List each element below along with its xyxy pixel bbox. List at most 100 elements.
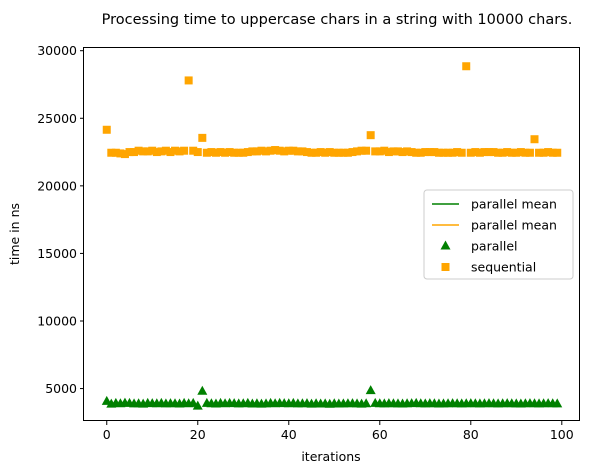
- sequential-point: [198, 133, 207, 142]
- sequential-point: [302, 148, 311, 157]
- sequential-point: [325, 148, 334, 157]
- y-tick-label: 5000: [45, 381, 77, 396]
- sequential-point: [475, 148, 484, 157]
- sequential-point: [507, 148, 516, 157]
- sequential-point: [139, 147, 148, 156]
- sequential-point: [171, 146, 180, 155]
- sequential-point: [480, 148, 489, 157]
- parallel-point: [197, 385, 208, 395]
- parallel-point: [552, 398, 563, 408]
- sequential-point: [289, 146, 298, 155]
- sequential-point: [180, 146, 189, 155]
- sequential-point: [239, 148, 248, 157]
- sequential-point: [120, 150, 129, 159]
- sequential-point: [498, 148, 507, 157]
- legend-triangle-swatch: [440, 240, 451, 250]
- sequential-point: [457, 148, 466, 157]
- sequential-point: [271, 146, 280, 155]
- y-axis-label: time in ns: [7, 203, 22, 265]
- x-tick-label: 0: [103, 427, 111, 442]
- parallel-point: [365, 385, 376, 395]
- sequential-point: [471, 148, 480, 157]
- sequential-point: [535, 148, 544, 157]
- sequential-point: [216, 148, 225, 157]
- sequential-point: [384, 148, 393, 157]
- data-marks: [101, 62, 563, 410]
- parallel-point: [361, 398, 372, 408]
- sequential-point: [407, 148, 416, 157]
- sequential-point: [343, 148, 352, 157]
- sequential-point: [116, 149, 125, 158]
- sequential-point: [280, 147, 289, 156]
- y-tick-label: 15000: [37, 246, 77, 261]
- sequential-point: [553, 148, 562, 157]
- sequential-point: [221, 148, 230, 157]
- sequential-point: [462, 62, 471, 71]
- sequential-point: [257, 146, 266, 155]
- sequential-point: [393, 147, 402, 156]
- sequential-point: [102, 125, 111, 134]
- sequential-point: [125, 148, 134, 157]
- sequential-point: [166, 148, 175, 157]
- sequential-point: [143, 147, 152, 156]
- sequential-point: [161, 146, 170, 155]
- sequential-point: [453, 148, 462, 157]
- legend-label: parallel mean: [471, 197, 557, 212]
- sequential-point: [202, 148, 211, 157]
- sequential-point: [312, 148, 321, 157]
- sequential-point: [516, 148, 525, 157]
- sequential-point: [444, 148, 453, 157]
- sequential-point: [330, 148, 339, 157]
- sequential-point: [389, 147, 398, 156]
- sequential-point: [307, 148, 316, 157]
- sequential-point: [225, 148, 234, 157]
- legend-label: parallel mean: [471, 218, 557, 233]
- sequential-point: [357, 146, 366, 155]
- y-tick-label: 30000: [37, 43, 77, 58]
- sequential-point: [193, 148, 202, 157]
- sequential-point: [157, 147, 166, 156]
- plot-area: [83, 47, 580, 421]
- chart-title: Processing time to uppercase chars in a …: [102, 12, 573, 28]
- sequential-point: [298, 147, 307, 156]
- sequential-point: [371, 147, 380, 156]
- sequential-point: [434, 148, 443, 157]
- sequential-point: [548, 148, 557, 157]
- sequential-point: [243, 148, 252, 157]
- legend-label: sequential: [471, 260, 536, 275]
- x-tick-label: 20: [190, 427, 206, 442]
- sequential-point: [339, 148, 348, 157]
- sequential-point: [334, 148, 343, 157]
- sequential-point: [175, 147, 184, 156]
- parallel-point: [192, 400, 203, 410]
- legend-box: [423, 189, 574, 280]
- x-tick-label: 80: [463, 427, 479, 442]
- x-tick-label: 100: [550, 427, 574, 442]
- sequential-point: [366, 131, 375, 140]
- plot-frame: [83, 47, 580, 421]
- sequential-point: [348, 148, 357, 157]
- sequential-point: [484, 148, 493, 157]
- sequential-point: [375, 147, 384, 156]
- legend-label: parallel: [471, 239, 518, 254]
- sequential-point: [207, 148, 216, 157]
- x-tick-label: 40: [281, 427, 297, 442]
- sequential-point: [544, 148, 553, 157]
- sequential-point: [234, 148, 243, 157]
- sequential-point: [521, 148, 530, 157]
- x-axis-label: iterations: [301, 449, 360, 464]
- sequential-point: [262, 147, 271, 156]
- x-tick-label: 60: [372, 427, 388, 442]
- sequential-point: [430, 148, 439, 157]
- sequential-point: [211, 148, 220, 157]
- sequential-point: [248, 147, 257, 156]
- sequential-point: [380, 146, 389, 155]
- sequential-point: [275, 146, 284, 155]
- sequential-point: [316, 148, 325, 157]
- sequential-point: [403, 147, 412, 156]
- sequential-point: [512, 148, 521, 157]
- sequential-point: [412, 148, 421, 157]
- sequential-point: [425, 148, 434, 157]
- sequential-point: [466, 148, 475, 157]
